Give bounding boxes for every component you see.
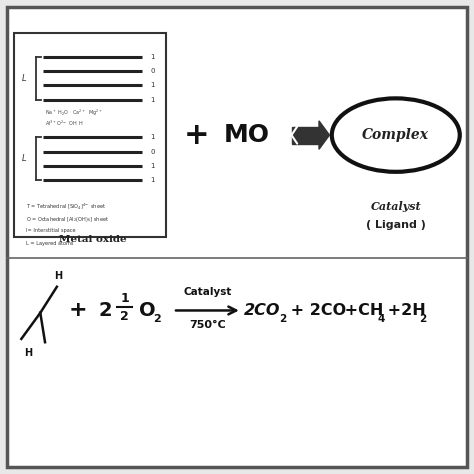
Text: 1: 1 <box>150 163 155 169</box>
Text: Catalyst: Catalyst <box>183 287 232 298</box>
Text: Catalyst: Catalyst <box>371 201 421 212</box>
Text: + 2CO: + 2CO <box>285 303 346 318</box>
Text: 750°C: 750°C <box>189 319 226 330</box>
Text: L: L <box>21 74 26 82</box>
Text: 1: 1 <box>120 292 129 305</box>
Text: I= Interstitial space: I= Interstitial space <box>26 228 76 233</box>
FancyBboxPatch shape <box>14 33 166 237</box>
Text: 2: 2 <box>154 313 161 324</box>
Text: 4: 4 <box>377 313 385 324</box>
Ellipse shape <box>332 99 460 172</box>
Text: 1: 1 <box>150 135 155 140</box>
Text: Metal oxide: Metal oxide <box>59 235 126 244</box>
Text: 0: 0 <box>150 68 155 74</box>
Text: ( Ligand ): ( Ligand ) <box>366 220 426 230</box>
Text: 1: 1 <box>150 177 155 183</box>
Text: 2CO: 2CO <box>244 303 281 318</box>
Text: O: O <box>138 301 155 320</box>
Text: Complex: Complex <box>362 128 429 142</box>
Text: T = Tetrahedral [SiO$_4$]$^{4-}$ sheet: T = Tetrahedral [SiO$_4$]$^{4-}$ sheet <box>26 201 106 211</box>
Polygon shape <box>319 121 329 149</box>
Text: 1: 1 <box>150 97 155 102</box>
Text: +CH: +CH <box>339 303 383 318</box>
Polygon shape <box>292 127 320 144</box>
Text: L = Layered atoms: L = Layered atoms <box>26 241 73 246</box>
Text: Na$^+$ H$_2$O   Ca$^{2+}$  Mg$^{2+}$: Na$^+$ H$_2$O Ca$^{2+}$ Mg$^{2+}$ <box>45 108 103 118</box>
Text: 1: 1 <box>150 54 155 60</box>
Text: 1: 1 <box>150 82 155 88</box>
Text: 2: 2 <box>99 301 112 320</box>
Text: H: H <box>24 348 33 358</box>
Text: Al$^{3+}$O$^{2-}$ OH  H: Al$^{3+}$O$^{2-}$ OH H <box>45 118 84 128</box>
Text: MO: MO <box>223 123 270 147</box>
Text: +: + <box>69 301 88 320</box>
Text: 2: 2 <box>419 313 427 324</box>
Text: 2: 2 <box>120 310 129 323</box>
Text: +2H: +2H <box>382 303 426 318</box>
Text: O = Octahedral [Al$_2$(OH)$_6$] sheet: O = Octahedral [Al$_2$(OH)$_6$] sheet <box>26 215 109 224</box>
Text: 2: 2 <box>279 313 286 324</box>
Text: H: H <box>54 271 63 281</box>
FancyBboxPatch shape <box>7 7 467 467</box>
Text: 0: 0 <box>150 149 155 155</box>
Text: +: + <box>184 120 210 150</box>
Text: L: L <box>21 155 26 163</box>
